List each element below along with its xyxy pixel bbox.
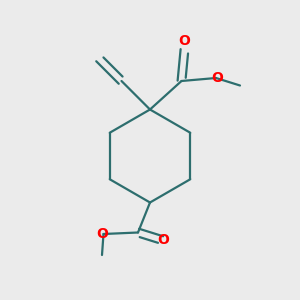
Text: O: O [97, 227, 109, 241]
Text: O: O [158, 233, 169, 247]
Text: O: O [178, 34, 190, 48]
Text: O: O [211, 71, 223, 85]
